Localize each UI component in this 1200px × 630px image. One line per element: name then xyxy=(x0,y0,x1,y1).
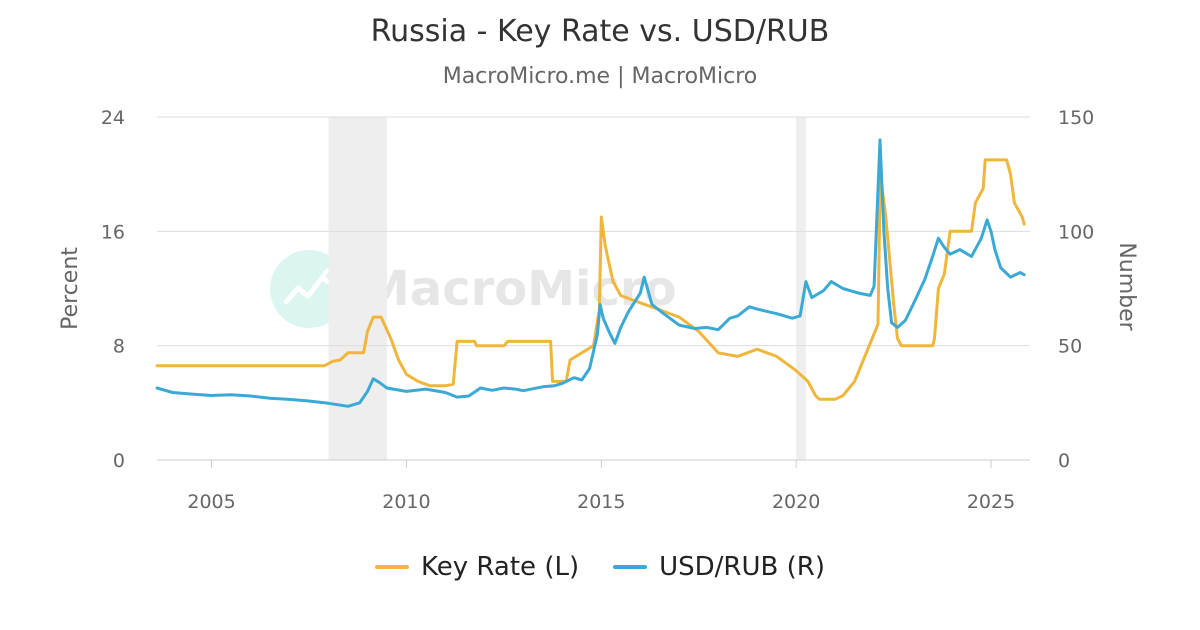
x-tick-label: 2010 xyxy=(382,491,430,513)
legend-swatch-usd-rub xyxy=(613,565,648,569)
watermark-text: MacroMicro xyxy=(362,261,677,317)
shaded-period-1 xyxy=(796,117,806,460)
x-tick-label: 2005 xyxy=(187,491,235,513)
series-line-key-rate xyxy=(155,158,1026,401)
y-left-tick-label: 24 xyxy=(101,107,125,129)
series-line-usd-rub xyxy=(155,138,1026,408)
grid-lines xyxy=(157,116,1030,461)
x-tick-label: 2020 xyxy=(772,491,820,513)
y-left-tick-label: 0 xyxy=(113,450,125,472)
chart-title: Russia - Key Rate vs. USD/RUB xyxy=(370,14,830,49)
y-right-tick-label: 150 xyxy=(1058,107,1094,129)
y-right-tick-label: 0 xyxy=(1058,450,1070,472)
y-left-tick-label: 16 xyxy=(101,221,125,243)
y-right-tick-label: 100 xyxy=(1058,221,1094,243)
x-tick-label: 2025 xyxy=(967,491,1015,513)
shaded-period-0 xyxy=(328,117,387,460)
y-left-axis-title: Percent xyxy=(58,247,83,330)
legend-item-key-rate[interactable]: Key Rate (L) xyxy=(375,552,579,582)
chart-subtitle: MacroMicro.me | MacroMicro xyxy=(442,64,758,89)
legend-label-usd-rub: USD/RUB (R) xyxy=(659,552,825,582)
x-tick-label: 2015 xyxy=(577,491,625,513)
series-layer xyxy=(155,138,1026,408)
legend-label-key-rate: Key Rate (L) xyxy=(421,552,580,582)
y-left-tick-label: 8 xyxy=(113,336,125,358)
legend-swatch-key-rate xyxy=(375,565,410,569)
y-right-axis-title: Number xyxy=(1114,242,1139,331)
axes: 0 8 16 24 0 50 100 150 2005 2010 2015 2020 2025 Perce… xyxy=(58,107,1139,513)
legend-item-usd-rub[interactable]: USD/RUB (R) xyxy=(613,552,825,582)
recession-shading xyxy=(328,117,806,460)
legend: Key Rate (L) USD/RUB (R) xyxy=(0,552,1200,582)
y-right-tick-label: 50 xyxy=(1058,336,1082,358)
